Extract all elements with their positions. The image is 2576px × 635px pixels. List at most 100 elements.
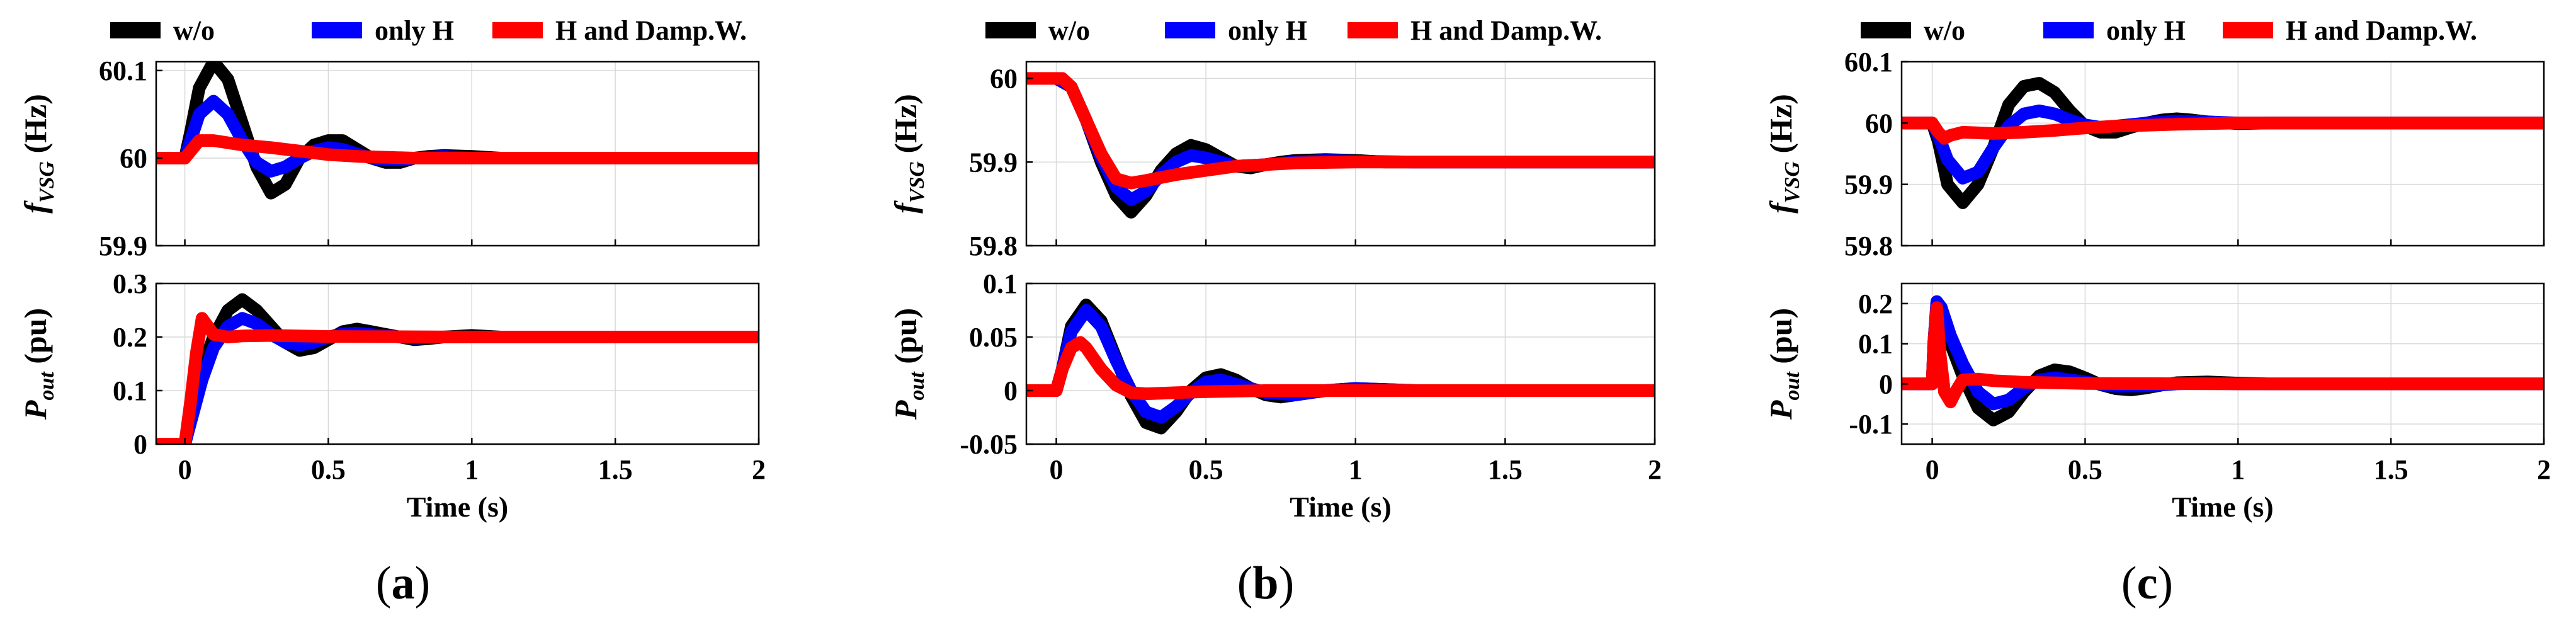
panel-caption: (b): [1237, 558, 1294, 609]
legend-label: H and Damp.W.: [1410, 15, 1602, 46]
x-tick-label: 0: [1050, 454, 1064, 485]
caption-letter: a: [392, 558, 415, 609]
y-label-unit: (Hz): [18, 94, 53, 161]
power-series-group: [1026, 299, 1655, 435]
caption-letter: c: [2137, 558, 2158, 609]
legend-label: only H: [375, 15, 454, 46]
power-plot-frame: [1900, 282, 2545, 445]
x-tick-label: 2: [2537, 454, 2551, 485]
x-axis-label: Time (s): [407, 491, 508, 523]
y-tick-label: 60: [1865, 108, 1893, 139]
frequency-axes-a: 59.9 60 60.1 fVSG (Hz): [18, 55, 760, 261]
y-label-unit: (Hz): [888, 94, 923, 161]
power-series-group: [156, 293, 759, 444]
y-tick-label: 0: [1879, 369, 1893, 399]
frequency-plot-frame: [1025, 60, 1656, 247]
y-tick-label: 0.2: [1858, 289, 1893, 319]
legend-label: only H: [1228, 15, 1307, 46]
legend-label: w/o: [1924, 15, 1965, 46]
frequency-y-axis-label: fVSG (Hz): [888, 94, 929, 214]
y-tick-label: 0.1: [113, 375, 147, 406]
y-label-unit: (Hz): [1763, 94, 1798, 161]
legend-label: H and Damp.W.: [2286, 15, 2477, 46]
y-label-main: f: [18, 200, 53, 214]
power-y-axis-label: Pout (pu): [18, 308, 59, 420]
y-tick-label: 0: [1004, 375, 1018, 406]
x-tick-label: 1: [1349, 454, 1363, 485]
power-series-group: [1902, 295, 2544, 426]
y-label-main: P: [18, 400, 53, 420]
y-tick-label: 60.1: [1844, 47, 1893, 77]
power-series-h-and-damp-w-: [156, 312, 759, 444]
panel-a: w/o only H H and Damp.W. 59.9 60 60.1 fVSG (Hz…: [18, 15, 766, 609]
power-axes-c: 0 0.5 1 1.5 2 -0.1 0 0.1 0.2 Pout (pu): [1763, 282, 2551, 485]
x-tick-label: 1.5: [1488, 454, 1523, 485]
frequency-plot-frame: [155, 60, 760, 247]
panel-c: w/o only H H and Damp.W. 59.8 59.9 60 60.1 fVSG…: [1763, 15, 2551, 609]
x-axis-label: Time (s): [1290, 491, 1391, 523]
x-tick-label: 1.5: [2374, 454, 2409, 485]
y-label-subscript: VSG: [35, 161, 59, 203]
y-tick-label: 59.9: [969, 147, 1018, 178]
x-tick-label: 1: [2231, 454, 2245, 485]
power-plot-frame: [1025, 282, 1656, 445]
y-label-subscript: out: [35, 371, 59, 401]
y-label-main: P: [1763, 400, 1798, 420]
frequency-series-group: [156, 62, 759, 200]
legend-label: only H: [2106, 15, 2186, 46]
y-label-subscript: VSG: [1781, 161, 1804, 203]
y-tick-label: 0.2: [113, 322, 147, 353]
power-series-h-and-damp-w-: [1026, 336, 1655, 401]
legend-label: w/o: [1048, 15, 1090, 46]
y-label-subscript: out: [905, 371, 929, 401]
panel-caption: (c): [2121, 558, 2173, 609]
x-tick-label: 0: [178, 454, 192, 485]
caption-letter: b: [1252, 558, 1278, 609]
y-tick-label: 60: [120, 143, 147, 174]
x-tick-label: 0: [1926, 454, 1939, 485]
legend-label: H and Damp.W.: [555, 15, 747, 46]
caption-open: (: [2121, 558, 2137, 609]
y-tick-label: -0.05: [960, 429, 1018, 460]
y-tick-label: 60: [990, 64, 1018, 94]
frequency-series-group: [1026, 72, 1655, 219]
power-axes-a: 0 0.5 1 1.5 2 0 0.1 0.2 0.3 Pout (pu): [18, 268, 766, 485]
frequency-series-group: [1902, 77, 2544, 209]
legend-b: w/o only H H and Damp.W.: [985, 15, 1602, 46]
legend-a: w/o only H H and Damp.W.: [110, 15, 747, 46]
legend-label: w/o: [173, 15, 215, 46]
frequency-series-h-and-damp-w-: [1026, 72, 1655, 190]
x-tick-label: 0.5: [1189, 454, 1223, 485]
power-plot-frame: [155, 282, 760, 445]
x-tick-label: 1: [465, 454, 479, 485]
power-series-h-and-damp-w-: [1902, 301, 2544, 409]
frequency-y-axis-label: fVSG (Hz): [1763, 94, 1804, 214]
y-label-unit: (pu): [888, 308, 923, 372]
y-tick-label: 59.9: [1844, 169, 1893, 200]
y-label-unit: (pu): [1763, 308, 1798, 372]
frequency-y-axis-label: fVSG (Hz): [18, 94, 59, 214]
y-tick-label: 0: [133, 429, 147, 460]
legend-c: w/o only H H and Damp.W.: [1861, 15, 2477, 46]
y-label-main: P: [888, 400, 923, 420]
frequency-series-h-and-damp-w-: [1902, 117, 2544, 145]
panel-caption: (a): [376, 558, 430, 609]
y-tick-label: 59.8: [1844, 231, 1893, 261]
caption-open: (: [1237, 558, 1253, 609]
power-axes-b: 0 0.5 1 1.5 2 -0.05 0 0.05 0.1 Pout (pu): [888, 268, 1662, 485]
x-tick-label: 2: [752, 454, 766, 485]
x-tick-label: 1.5: [598, 454, 633, 485]
caption-close: ): [415, 558, 431, 609]
y-label-unit: (pu): [18, 308, 53, 372]
y-tick-label: 0.1: [1858, 329, 1893, 360]
power-y-axis-label: Pout (pu): [888, 308, 929, 420]
caption-open: (: [376, 558, 392, 609]
x-axis-label: Time (s): [2172, 491, 2273, 523]
panel-b: w/o only H H and Damp.W. 59.8 59.9 60 fVSG (Hz…: [888, 15, 1662, 609]
y-tick-label: 0.05: [969, 322, 1018, 353]
y-tick-label: 0.3: [113, 268, 147, 299]
y-tick-label: 59.9: [99, 231, 147, 261]
caption-close: ): [1279, 558, 1295, 609]
y-label-subscript: VSG: [905, 161, 929, 203]
